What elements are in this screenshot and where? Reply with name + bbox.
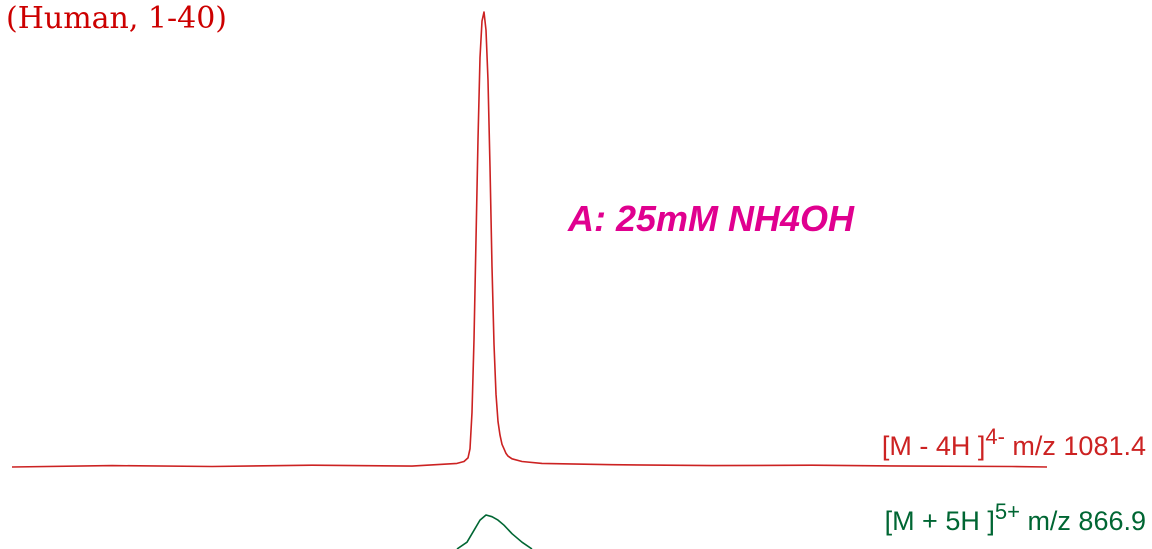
trace-group	[11, 11, 1048, 549]
chart-title: (Human, 1-40)	[6, 1, 227, 36]
positive-ion-mz: m/z 866.9	[1020, 506, 1146, 536]
negative-trace	[11, 11, 1048, 468]
negative-ion-mz: m/z 1081.4	[1005, 431, 1146, 461]
negative-ion-label: [M - 4H ]4- m/z 1081.4	[882, 424, 1146, 461]
negative-ion-prefix: [M - 4H ]	[882, 431, 986, 461]
positive-ion-charge: 5+	[995, 499, 1020, 524]
positive-ion-label: [M + 5H ]5+ m/z 866.9	[885, 499, 1146, 536]
negative-ion-charge: 4-	[985, 424, 1005, 449]
positive-ion-prefix: [M + 5H ]	[885, 506, 995, 536]
condition-label: A: 25mM NH4OH	[567, 198, 855, 239]
positive-trace	[456, 514, 533, 549]
